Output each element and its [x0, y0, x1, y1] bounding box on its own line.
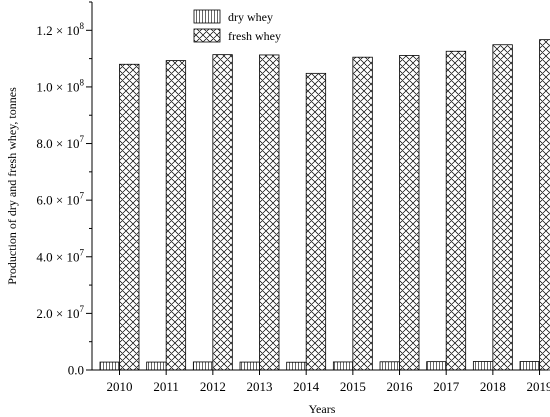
y-axis-title: Production of dry and fresh whey, tonnes — [5, 87, 19, 285]
bar-dry-whey-2017 — [426, 361, 447, 371]
x-tick-label-2019: 2019 — [527, 379, 550, 394]
bar-dry-whey-2011 — [146, 361, 167, 371]
x-tick-label-2012: 2012 — [200, 379, 226, 394]
bar-fresh-whey-2019 — [539, 39, 550, 371]
x-tick-label-2010: 2010 — [107, 379, 133, 394]
x-tick-label-2017: 2017 — [433, 379, 460, 394]
bar-dry-whey-2012 — [192, 361, 214, 371]
bars-group — [99, 39, 550, 371]
bar-fresh-whey-2018 — [492, 44, 513, 371]
y-tick-label-40000000: 4.0 × 107 — [36, 247, 84, 264]
x-tick-label-2011: 2011 — [153, 379, 179, 394]
x-tick-label-2016: 2016 — [387, 379, 414, 394]
x-tick-label-2014: 2014 — [293, 379, 320, 394]
bar-fresh-whey-2016 — [399, 55, 420, 371]
bar-dry-whey-2014 — [286, 361, 307, 371]
y-tick-label-100000000: 1.0 × 108 — [36, 77, 84, 94]
legend-label-dry-whey: dry whey — [228, 10, 273, 24]
y-tick-label-80000000: 8.0 × 107 — [36, 134, 84, 151]
x-tick-label-2015: 2015 — [340, 379, 366, 394]
bar-fresh-whey-2015 — [352, 56, 373, 371]
bar-fresh-whey-2011 — [165, 60, 187, 371]
y-tick-label-120000000: 1.2 × 108 — [36, 21, 84, 38]
bar-dry-whey-2018 — [472, 361, 494, 371]
bar-fresh-whey-2012 — [212, 54, 233, 371]
bar-dry-whey-2015 — [332, 361, 354, 371]
x-ticks: 2010 2011 2012 2013 2014 2015 2016 2017 2018 2019 — [107, 370, 550, 394]
bar-fresh-whey-2014 — [305, 72, 327, 371]
x-tick-label-2013: 2013 — [247, 379, 273, 394]
legend: dry whey fresh whey — [193, 9, 281, 43]
x-tick-label-2018: 2018 — [480, 379, 506, 394]
bar-dry-whey-2010 — [99, 361, 120, 371]
bar-fresh-whey-2010 — [119, 63, 140, 371]
bar-dry-whey-2013 — [239, 361, 260, 371]
y-tick-label-0: 0.0 — [68, 363, 84, 378]
bar-dry-whey-2016 — [379, 361, 400, 371]
legend-swatch-dry-whey — [193, 9, 221, 24]
bar-dry-whey-2019 — [519, 361, 540, 371]
y-tick-label-60000000: 6.0 × 107 — [36, 191, 84, 208]
y-tick-label-20000000: 2.0 × 107 — [36, 304, 84, 321]
y-ticks: 0.0 2.0 × 107 4.0 × 107 6.0 × 107 8.0 × 107 1… — [36, 1, 92, 378]
legend-label-fresh-whey: fresh whey — [228, 29, 281, 43]
bar-fresh-whey-2013 — [259, 54, 280, 371]
bar-fresh-whey-2017 — [445, 50, 467, 371]
axes — [91, 2, 548, 371]
legend-swatch-fresh-whey — [193, 28, 221, 43]
x-axis-title: Years — [309, 402, 336, 416]
